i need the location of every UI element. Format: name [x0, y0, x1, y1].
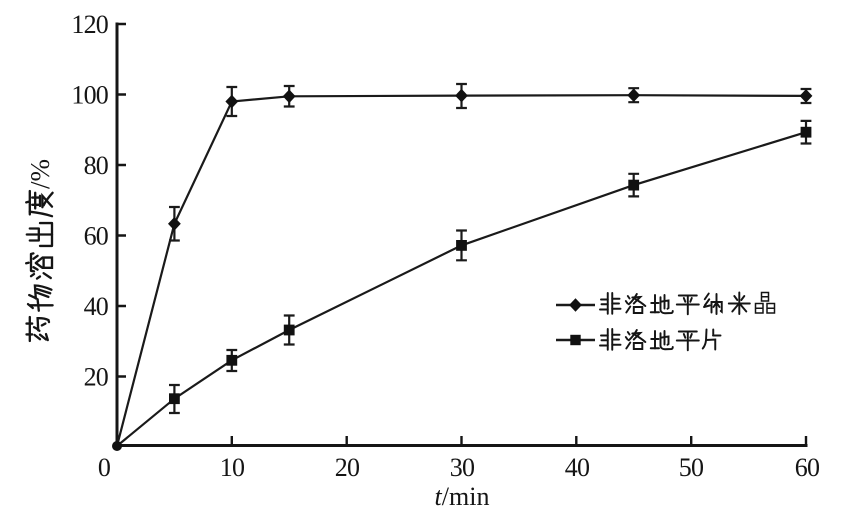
svg-text:40: 40 [84, 292, 109, 321]
svg-text:30: 30 [450, 453, 475, 482]
svg-text:20: 20 [335, 453, 360, 482]
svg-text:60: 60 [84, 222, 109, 251]
svg-text:120: 120 [71, 10, 108, 39]
svg-text:t/min: t/min [435, 482, 490, 511]
svg-text:40: 40 [565, 453, 590, 482]
svg-text:50: 50 [679, 453, 704, 482]
svg-text:20: 20 [84, 363, 109, 392]
svg-text:/%: /% [25, 159, 55, 189]
svg-text:80: 80 [84, 151, 109, 180]
svg-text:100: 100 [71, 81, 108, 110]
svg-text:60: 60 [795, 453, 820, 482]
svg-text:10: 10 [220, 453, 245, 482]
svg-text:0: 0 [98, 453, 111, 482]
